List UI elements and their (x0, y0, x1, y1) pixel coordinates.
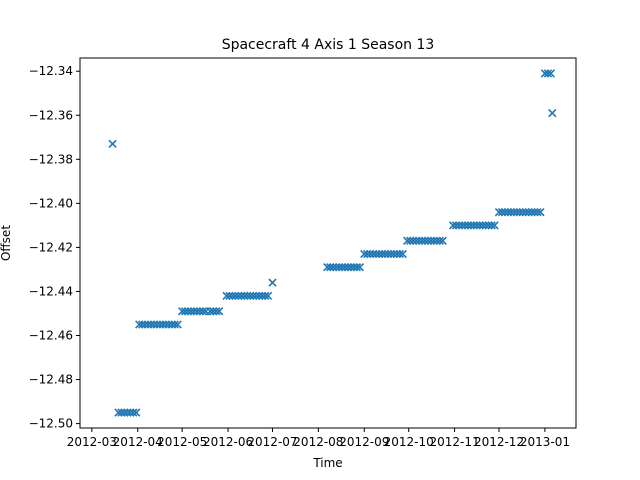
y-axis-label: Offset (0, 225, 13, 261)
x-tick-label: 2012-12 (474, 435, 524, 449)
data-point (490, 221, 499, 230)
data-point (548, 108, 557, 118)
x-tick-label: 2012-10 (384, 435, 434, 449)
data-point (395, 249, 404, 259)
x-axis-ticks: 2012-032012-042012-052012-062012-072012-… (67, 428, 570, 449)
x-tick-label: 2012-09 (339, 435, 389, 449)
data-point (546, 69, 555, 78)
data-point (260, 291, 270, 301)
data-point (198, 307, 208, 316)
data-point (170, 320, 179, 329)
y-tick-label: −12.50 (29, 417, 73, 431)
x-tick-label: 2012-05 (157, 435, 207, 449)
y-tick-label: −12.34 (29, 64, 73, 78)
data-point (132, 408, 141, 417)
data-point (355, 263, 364, 272)
data-point (435, 236, 444, 245)
plot-frame (79, 57, 577, 429)
data-point (173, 320, 182, 329)
data-point (533, 208, 542, 217)
data-point (108, 139, 117, 149)
y-tick-label: −12.46 (29, 329, 73, 343)
x-tick-label: 2012-11 (430, 435, 480, 449)
data-point (212, 307, 221, 316)
data-point (215, 307, 224, 316)
plot-area (80, 58, 576, 428)
y-axis-ticks: −12.34 −12.36 −12.38 −12.40 −12.42 −12.44 −12.… (29, 64, 80, 431)
data-point (536, 208, 545, 217)
data-point (543, 69, 553, 78)
x-tick-label: 2013-01 (520, 435, 570, 449)
y-tick-label: −12.36 (29, 108, 73, 122)
y-tick-label: −12.48 (29, 373, 73, 387)
data-point (487, 221, 496, 230)
data-point (438, 236, 447, 245)
x-tick-label: 2012-06 (203, 435, 253, 449)
y-tick-label: −12.44 (29, 284, 73, 298)
x-tick-label: 2012-07 (247, 435, 297, 449)
y-tick-label: −12.42 (29, 240, 73, 254)
data-point (129, 408, 138, 417)
x-tick-label: 2012-03 (67, 435, 117, 449)
x-tick-label: 2012-08 (293, 435, 343, 449)
data-point (263, 291, 273, 301)
chart-title: Spacecraft 4 Axis 1 Season 13 (222, 37, 435, 53)
data-point (268, 278, 277, 287)
x-tick-label: 2012-04 (113, 435, 163, 449)
data-points (108, 69, 557, 417)
x-axis-label: Time (312, 456, 342, 470)
y-tick-label: −12.38 (29, 152, 73, 166)
data-point (398, 249, 407, 259)
data-point (352, 263, 362, 272)
y-tick-label: −12.40 (29, 196, 73, 210)
